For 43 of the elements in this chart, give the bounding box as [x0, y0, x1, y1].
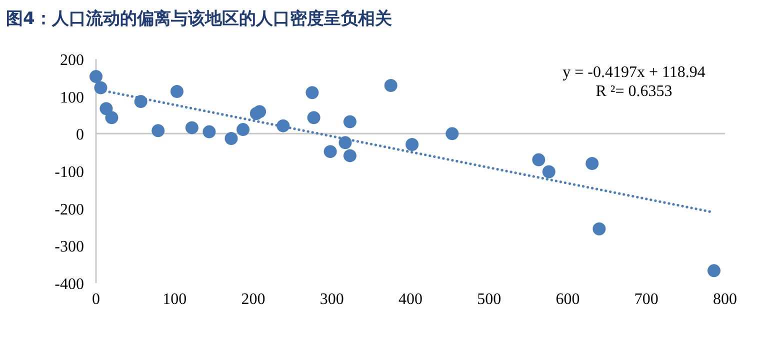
y-tick-label: -300 — [54, 238, 84, 256]
point — [307, 111, 320, 124]
point — [202, 125, 216, 138]
chart-title: 图4：人口流动的偏离与该地区的人口密度呈负相关 — [6, 9, 392, 29]
x-tick-label: 600 — [556, 291, 580, 308]
x-tick-label: 500 — [477, 291, 502, 308]
point — [306, 86, 319, 100]
point — [343, 115, 356, 128]
y-tick-label: -200 — [54, 201, 84, 218]
x-tick-label: 700 — [634, 291, 658, 308]
point — [343, 149, 356, 162]
point — [90, 70, 102, 84]
point — [185, 121, 198, 134]
x-tick-label: 800 — [713, 291, 737, 308]
point — [384, 79, 398, 92]
point — [406, 138, 419, 151]
x-tick-label: 200 — [241, 291, 266, 308]
point — [446, 127, 459, 140]
x-tick-label: 0 — [92, 291, 100, 308]
y-tick-label: 0 — [76, 126, 84, 144]
point — [542, 165, 556, 178]
point — [586, 157, 599, 170]
point — [324, 145, 337, 158]
x-tick-label: 400 — [398, 291, 422, 308]
point — [253, 105, 266, 118]
point — [592, 222, 606, 236]
y-tick-label: 200 — [60, 52, 84, 69]
point — [152, 124, 165, 138]
point — [170, 84, 184, 98]
annotation: y = -0.4197x + 118.94 — [562, 64, 706, 81]
point — [224, 132, 238, 146]
y-tick-label: -400 — [54, 276, 84, 293]
point — [105, 111, 118, 124]
point — [338, 136, 352, 150]
point — [532, 153, 546, 166]
point — [100, 102, 113, 116]
x-tick-label: 100 — [162, 291, 187, 308]
y-tick-label: 100 — [60, 89, 84, 106]
y-tick-label: -100 — [54, 164, 84, 181]
annotation: R ²= 0.6353 — [596, 83, 672, 100]
x-tick-label: 300 — [320, 291, 344, 308]
point — [236, 123, 250, 136]
point — [707, 264, 720, 278]
